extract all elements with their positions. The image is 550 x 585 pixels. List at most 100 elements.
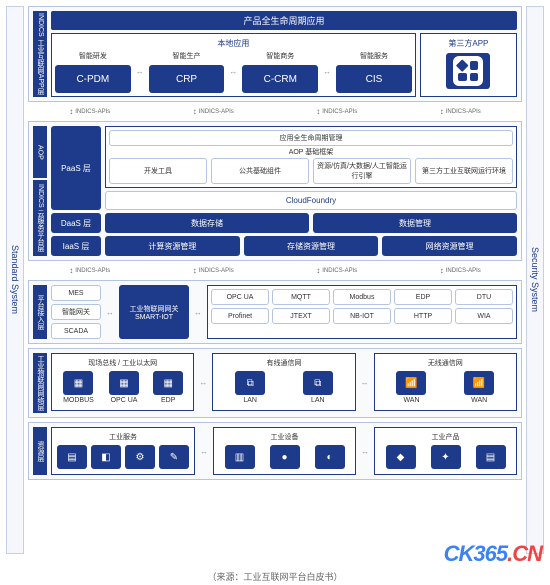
diagram-wrapper: Standard System INDICS 工业互联网APP层 产品全生命周期… <box>0 0 550 560</box>
iaas-item: 存储资源管理 <box>244 236 379 256</box>
apps-grid-icon <box>453 56 483 86</box>
arrow-icon: ↔ <box>322 50 332 93</box>
third-party-title: 第三方APP <box>447 37 489 50</box>
arrow-icon: ↔ <box>360 427 370 475</box>
arrow-icon: ↔ <box>105 285 115 339</box>
protocols-group: OPC UAMQTTModbusEDPDTUProfinetJTEXTNB-IO… <box>207 285 517 339</box>
network-group-title: 有线通信网 <box>216 357 351 369</box>
tier2-aop-label: AOP <box>33 126 47 178</box>
protocol-box: WIA <box>455 308 513 324</box>
protocol-box: Profinet <box>211 308 269 324</box>
third-party-group: 第三方APP <box>420 33 517 97</box>
resource-group: 工业产品◆✦▤ <box>374 427 517 475</box>
right-system-bar: Security System <box>526 6 544 554</box>
network-label: LAN <box>242 396 258 405</box>
watermark: CK365.CN <box>444 541 542 567</box>
api-connector: INDICS-APIs <box>69 266 110 275</box>
network-group: 无线通信网📶WAN📶WAN <box>374 353 517 411</box>
network-label: OPC UA <box>110 396 139 405</box>
api-connector: INDICS-APIs <box>316 107 357 116</box>
resource-group-title: 工业设备 <box>217 431 352 443</box>
aop-item: 资源/仿真/大数据/人工智能运行引擎 <box>313 158 411 184</box>
resource-icon: ◆ <box>386 445 416 469</box>
app-column: 智能商务 C-CRM <box>242 50 318 93</box>
app-category: 智能研发 <box>55 50 131 62</box>
resource-group-title: 工业产品 <box>378 431 513 443</box>
watermark-b: .CN <box>507 541 542 566</box>
network-label: WAN <box>470 396 488 405</box>
protocol-box: OPC UA <box>211 289 269 305</box>
arrow-icon: ↔ <box>199 427 209 475</box>
network-group: 有线通信网⧉LAN⧉LAN <box>212 353 355 411</box>
local-apps-group: 本地应用 智能研发C-PDM↔智能生产CRP↔智能商务C-CRM↔智能服务CIS <box>51 33 416 97</box>
paas-group: 应用全生命周期管理 AOP 基础框架 开发工具公共基础组件资源/仿真/大数据/人… <box>105 126 517 188</box>
resource-icon: ◧ <box>91 445 121 469</box>
app-box: C-CRM <box>242 65 318 93</box>
network-icon: 📶 <box>396 371 426 395</box>
network-group: 现场总线 / 工业以太网▦MODBUS▦OPC UA▦EDP <box>51 353 194 411</box>
protocol-box: NB-IOT <box>333 308 391 324</box>
tier1-banner: 产品全生命周期应用 <box>51 11 517 30</box>
protocol-box: DTU <box>455 289 513 305</box>
app-box: CRP <box>149 65 225 93</box>
resource-group-title: 工业服务 <box>55 431 191 443</box>
protocol-box: MQTT <box>272 289 330 305</box>
daas-label: DaaS 层 <box>51 213 101 233</box>
app-column: 智能生产 CRP <box>149 50 225 93</box>
main-stack: INDICS 工业互联网APP层 产品全生命周期应用 本地应用 智能研发C-PD… <box>28 6 522 554</box>
watermark-a: CK365 <box>444 541 507 566</box>
app-category: 智能商务 <box>242 50 318 62</box>
api-row-2: INDICS-APIsINDICS-APIsINDICS-APIsINDICS-… <box>28 265 522 276</box>
lifecycle-mgmt: 应用全生命周期管理 <box>109 130 513 146</box>
iaas-label: IaaS 层 <box>51 236 101 256</box>
resource-group: 工业服务▤◧⚙✎ <box>51 427 195 475</box>
arrow-icon: ↔ <box>360 353 370 411</box>
tier-cloud-platform: AOP INDICS 云服务平台层 PaaS 层 应用全生命周期管理 AOP 基… <box>28 121 522 261</box>
network-icon: ▦ <box>109 371 139 395</box>
app-box: C-PDM <box>55 65 131 93</box>
daas-item: 数据存储 <box>105 213 309 233</box>
api-connector: INDICS-APIs <box>316 266 357 275</box>
aop-item: 开发工具 <box>109 158 207 184</box>
protocol-box: Modbus <box>333 289 391 305</box>
tier4-side-label: 工业物联网网络层 <box>33 353 47 413</box>
tier-resource-layer: 资源层 工业服务▤◧⚙✎↔工业设备▥●◐↔工业产品◆✦▤ <box>28 422 522 480</box>
tier-access-layer: 平台接入层 MES智能网关SCADA ↔ 工业物联网网关 SMART-IOT ↔… <box>28 280 522 344</box>
access-system: SCADA <box>51 323 101 339</box>
network-icon: ⧉ <box>235 371 265 395</box>
resource-icon: ✦ <box>431 445 461 469</box>
network-icon: ▦ <box>153 371 183 395</box>
aop-item: 第三方工业互联网运行环境 <box>415 158 513 184</box>
cloudfoundry-box: CloudFoundry <box>105 191 517 210</box>
network-icon: ▦ <box>63 371 93 395</box>
resource-icon: ◐ <box>315 445 345 469</box>
app-box: CIS <box>336 65 412 93</box>
access-system: MES <box>51 285 101 301</box>
aop-framework-label: AOP 基础框架 <box>109 146 513 158</box>
resource-icon: ⚙ <box>125 445 155 469</box>
daas-item: 数据管理 <box>313 213 517 233</box>
aop-item: 公共基础组件 <box>211 158 309 184</box>
tier5-side-label: 资源层 <box>33 427 47 475</box>
tier1-side-label: INDICS 工业互联网APP层 <box>33 11 47 97</box>
iaas-item: 网络资源管理 <box>382 236 517 256</box>
access-system: 智能网关 <box>51 304 101 320</box>
left-system-bar: Standard System <box>6 6 24 554</box>
paas-label: PaaS 层 <box>51 126 101 210</box>
app-column: 智能研发 C-PDM <box>55 50 131 93</box>
api-row-1: INDICS-APIsINDICS-APIsINDICS-APIsINDICS-… <box>28 106 522 117</box>
iaas-item: 计算资源管理 <box>105 236 240 256</box>
api-connector: INDICS-APIs <box>193 266 234 275</box>
app-category: 智能生产 <box>149 50 225 62</box>
arrow-icon: ↔ <box>135 50 145 93</box>
tier3-side-label: 平台接入层 <box>33 285 47 339</box>
tier-network-layer: 工业物联网网络层 现场总线 / 工业以太网▦MODBUS▦OPC UA▦EDP ↔… <box>28 348 522 418</box>
third-party-app-icon <box>446 53 490 89</box>
protocol-box: JTEXT <box>272 308 330 324</box>
source-caption: （来源：工业互联网平台白皮书） <box>0 570 550 583</box>
api-connector: INDICS-APIs <box>69 107 110 116</box>
resource-icon: ▤ <box>57 445 87 469</box>
network-label: LAN <box>310 396 326 405</box>
resource-group: 工业设备▥●◐ <box>213 427 356 475</box>
network-label: EDP <box>160 396 176 405</box>
